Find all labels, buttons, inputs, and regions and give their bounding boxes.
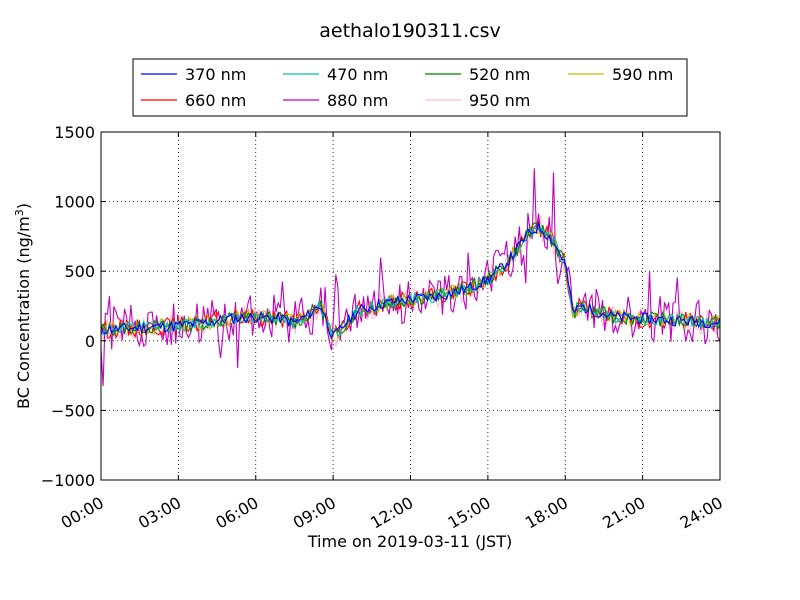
y-axis-label-close: ) [14, 203, 33, 209]
legend-label: 590 nm [612, 65, 673, 84]
y-tick-label: 500 [64, 262, 95, 281]
series-line [101, 223, 720, 337]
legend: 370 nm 470 nm 520 nm 590 nm 660 nm 880 nm 950 … [132, 58, 688, 117]
y-axis-label: BC Concentration (ng/m3) [13, 203, 33, 409]
y-axis-label-sup: 3 [13, 209, 26, 216]
y-tick-label: 1000 [54, 193, 95, 212]
legend-label: 660 nm [185, 91, 246, 110]
legend-label: 880 nm [327, 91, 388, 110]
x-axis-label: Time on 2019-03-11 (JST) [307, 532, 512, 551]
legend-label: 370 nm [185, 65, 246, 84]
chart-title: aethalo190311.csv [319, 20, 501, 42]
legend-label: 470 nm [327, 65, 388, 84]
y-axis-label-main: BC Concentration (ng/m [14, 216, 33, 409]
series-line [101, 222, 720, 340]
series-line [101, 222, 720, 337]
legend-label: 520 nm [469, 65, 530, 84]
series-layer [101, 168, 720, 387]
y-tick-label: −500 [51, 401, 95, 420]
series-line [101, 168, 720, 387]
legend-label: 950 nm [469, 91, 530, 110]
legend-box [132, 58, 688, 117]
y-tick-label: 0 [85, 332, 95, 351]
y-tick-label: 1500 [54, 123, 95, 142]
y-tick-label: −1000 [41, 471, 95, 490]
